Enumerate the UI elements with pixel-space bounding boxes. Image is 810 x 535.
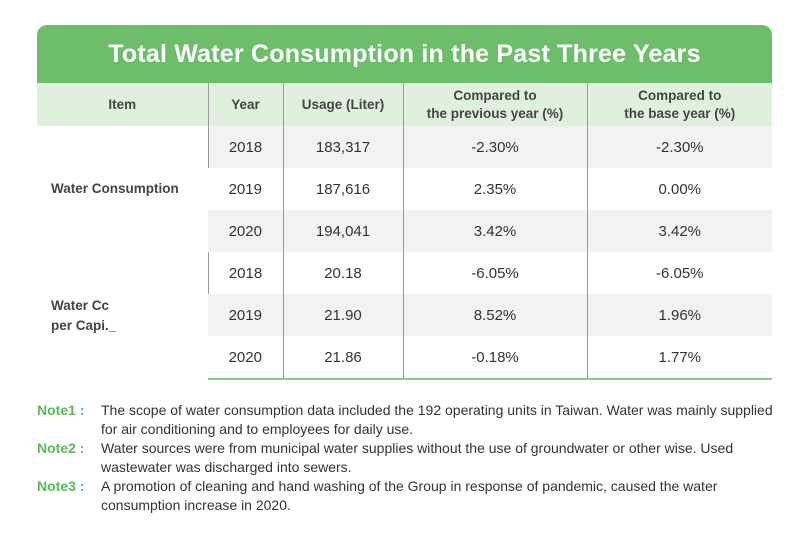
cell-year: 2020 — [208, 210, 283, 252]
cell-prev: -6.05% — [402, 252, 587, 294]
table-title: Total Water Consumption in the Past Thre… — [108, 39, 701, 68]
cell-usage: 21.86 — [282, 336, 403, 380]
cell-year: 2019 — [228, 180, 262, 198]
table-row: 2019 21.90 8.52% 1.96% — [37, 294, 772, 336]
cell-prev: 3.42% — [402, 210, 587, 252]
cell-usage: 187,616 — [282, 168, 403, 210]
cell-year: 2019 — [208, 294, 283, 336]
table-row: Water Cc per Capi._ 2018 20.18 -6.05% -6… — [37, 252, 772, 379]
cell-prev: 2.35% — [402, 168, 587, 210]
cell-prev: 8.52% — [402, 294, 587, 336]
cell-usage: 20.18 — [282, 252, 403, 294]
table-title-bar: Total Water Consumption in the Past Thre… — [37, 25, 772, 83]
header-prev-line2: the previous year (%) — [426, 105, 564, 121]
note-label: Note2 : — [37, 440, 85, 456]
group-label-water-consumption: Water Consumption — [37, 126, 208, 252]
cell-base: 3.42% — [586, 210, 772, 252]
note-2: Note2 : Water sources were from municipa… — [37, 439, 782, 477]
note-3: Note3 : A promotion of cleaning and hand… — [37, 477, 782, 515]
cell-base: 0.00% — [586, 168, 772, 210]
group-label-line1: Water Cc — [51, 297, 110, 313]
cell-prev: -0.18% — [402, 336, 587, 380]
note-label: Note1 : — [37, 402, 85, 418]
cell-usage: 21.90 — [282, 294, 403, 336]
note-label: Note3 : — [37, 478, 85, 494]
cell-year: 2020 — [208, 336, 283, 380]
cell-base: -6.05% — [586, 252, 772, 294]
group-label-line2: per Capi._ — [51, 317, 117, 333]
note-text: Water sources were from municipal water … — [101, 440, 734, 475]
header-year: Year — [207, 83, 283, 126]
table-row: Water Consumption 2018 183,317 -2.30% -2… — [37, 126, 772, 252]
cell-usage: 183,317 — [282, 126, 403, 168]
cell-year: 2018 — [207, 252, 283, 294]
header-base-line2: the base year (%) — [624, 105, 736, 121]
header-prev-line1: Compared to — [453, 87, 537, 103]
note-1: Note1 : The scope of water consumption d… — [37, 401, 782, 439]
header-usage: Usage (Liter) — [282, 83, 403, 126]
note-text: The scope of water consumption data incl… — [101, 402, 773, 437]
cell-base: 1.77% — [586, 336, 772, 380]
water-consumption-table: Item Year Usage (Liter) Compared to the … — [37, 83, 772, 380]
table-row: 2020 194,041 3.42% 3.42% — [37, 210, 772, 252]
header-compared-previous: Compared to the previous year (%) — [402, 83, 587, 126]
header-row: Item Year Usage (Liter) Compared to the … — [37, 83, 772, 126]
header-compared-base: Compared to the base year (%) — [586, 83, 772, 126]
note-text: A promotion of cleaning and hand washing… — [101, 478, 718, 513]
table-row: 2020 21.86 -0.18% 1.77% — [37, 336, 772, 380]
cell-base: 1.96% — [586, 294, 772, 336]
cell-base: -2.30% — [586, 126, 772, 168]
group-label-per-capita: Water Cc per Capi._ — [37, 252, 208, 379]
cell-year: 2018 — [207, 126, 283, 168]
cell-prev: -2.30% — [402, 126, 587, 168]
cell-usage: 194,041 — [282, 210, 403, 252]
header-base-line1: Compared to — [638, 87, 722, 103]
header-item: Item — [37, 83, 208, 126]
table-row: 2019 187,616 2.35% 0.00% — [37, 168, 772, 210]
notes-section: Note1 : The scope of water consumption d… — [37, 401, 782, 515]
